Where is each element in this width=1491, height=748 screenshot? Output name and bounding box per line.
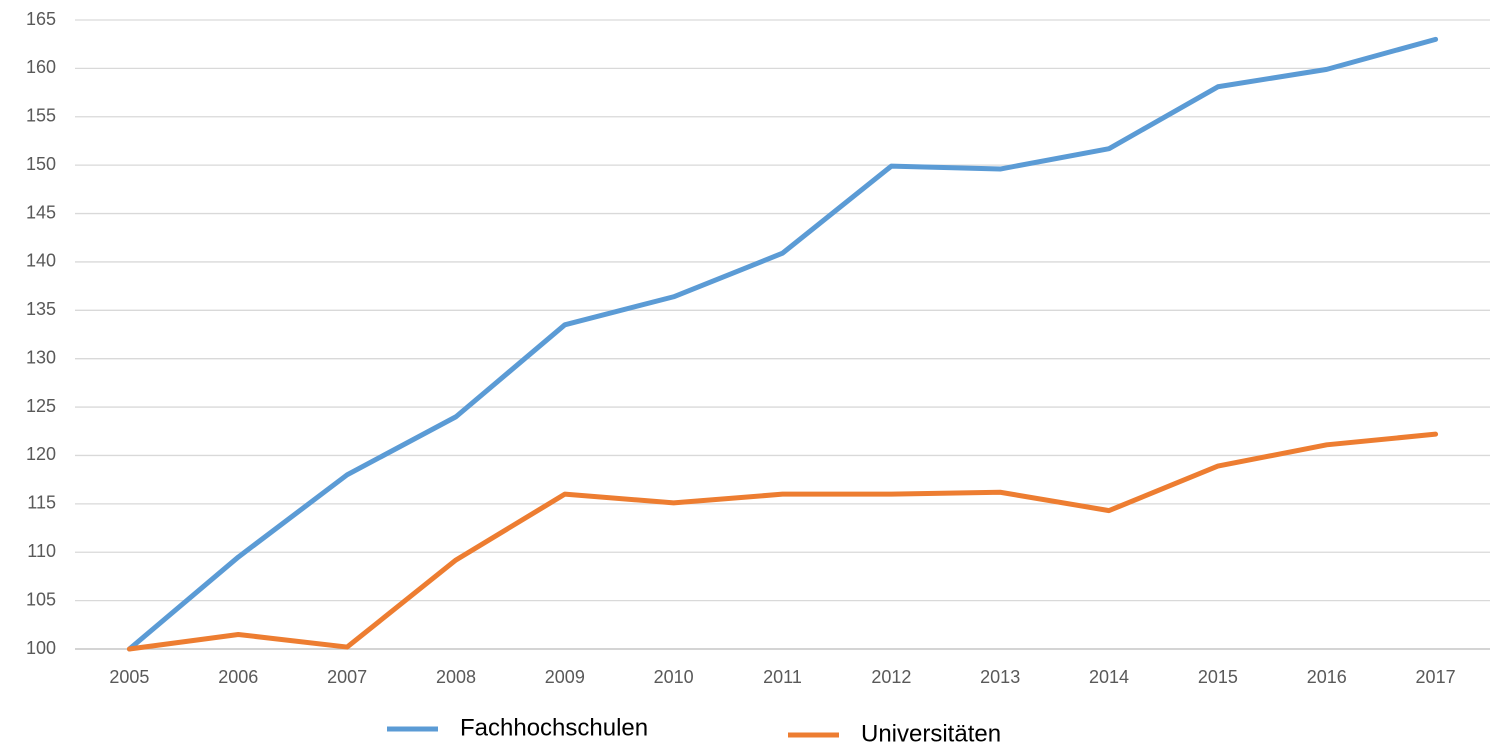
line-series (126, 36, 1439, 652)
x-tick-label: 2014 (1089, 667, 1129, 687)
y-tick-label: 140 (26, 251, 56, 271)
y-tick-label: 155 (26, 106, 56, 126)
x-tick-label: 2010 (654, 667, 694, 687)
y-tick-label: 145 (26, 202, 56, 222)
legend-label: Universitäten (861, 720, 1001, 747)
x-tick-label: 2008 (436, 667, 476, 687)
x-tick-label: 2012 (871, 667, 911, 687)
x-tick-label: 2006 (218, 667, 258, 687)
y-tick-label: 105 (26, 589, 56, 609)
y-tick-label: 130 (26, 347, 56, 367)
x-tick-label: 2015 (1198, 667, 1238, 687)
x-tick-label: 2009 (545, 667, 585, 687)
y-tick-label: 125 (26, 396, 56, 416)
y-tick-label: 115 (27, 493, 56, 513)
y-tick-label: 110 (27, 541, 56, 561)
y-tick-label: 165 (26, 9, 56, 29)
y-tick-label: 100 (26, 638, 56, 658)
y-tick-label: 135 (26, 299, 56, 319)
x-tick-label: 2007 (327, 667, 367, 687)
x-tick-label: 2005 (109, 667, 149, 687)
x-tick-label: 2016 (1307, 667, 1347, 687)
legend-label: Fachhochschulen (460, 714, 648, 741)
x-tick-label: 2017 (1416, 667, 1456, 687)
y-tick-label: 120 (26, 444, 56, 464)
line-series (126, 431, 1439, 652)
y-tick-label: 160 (26, 57, 56, 77)
x-tick-label: 2011 (763, 667, 802, 687)
y-tick-label: 150 (26, 154, 56, 174)
x-tick-label: 2013 (980, 667, 1020, 687)
